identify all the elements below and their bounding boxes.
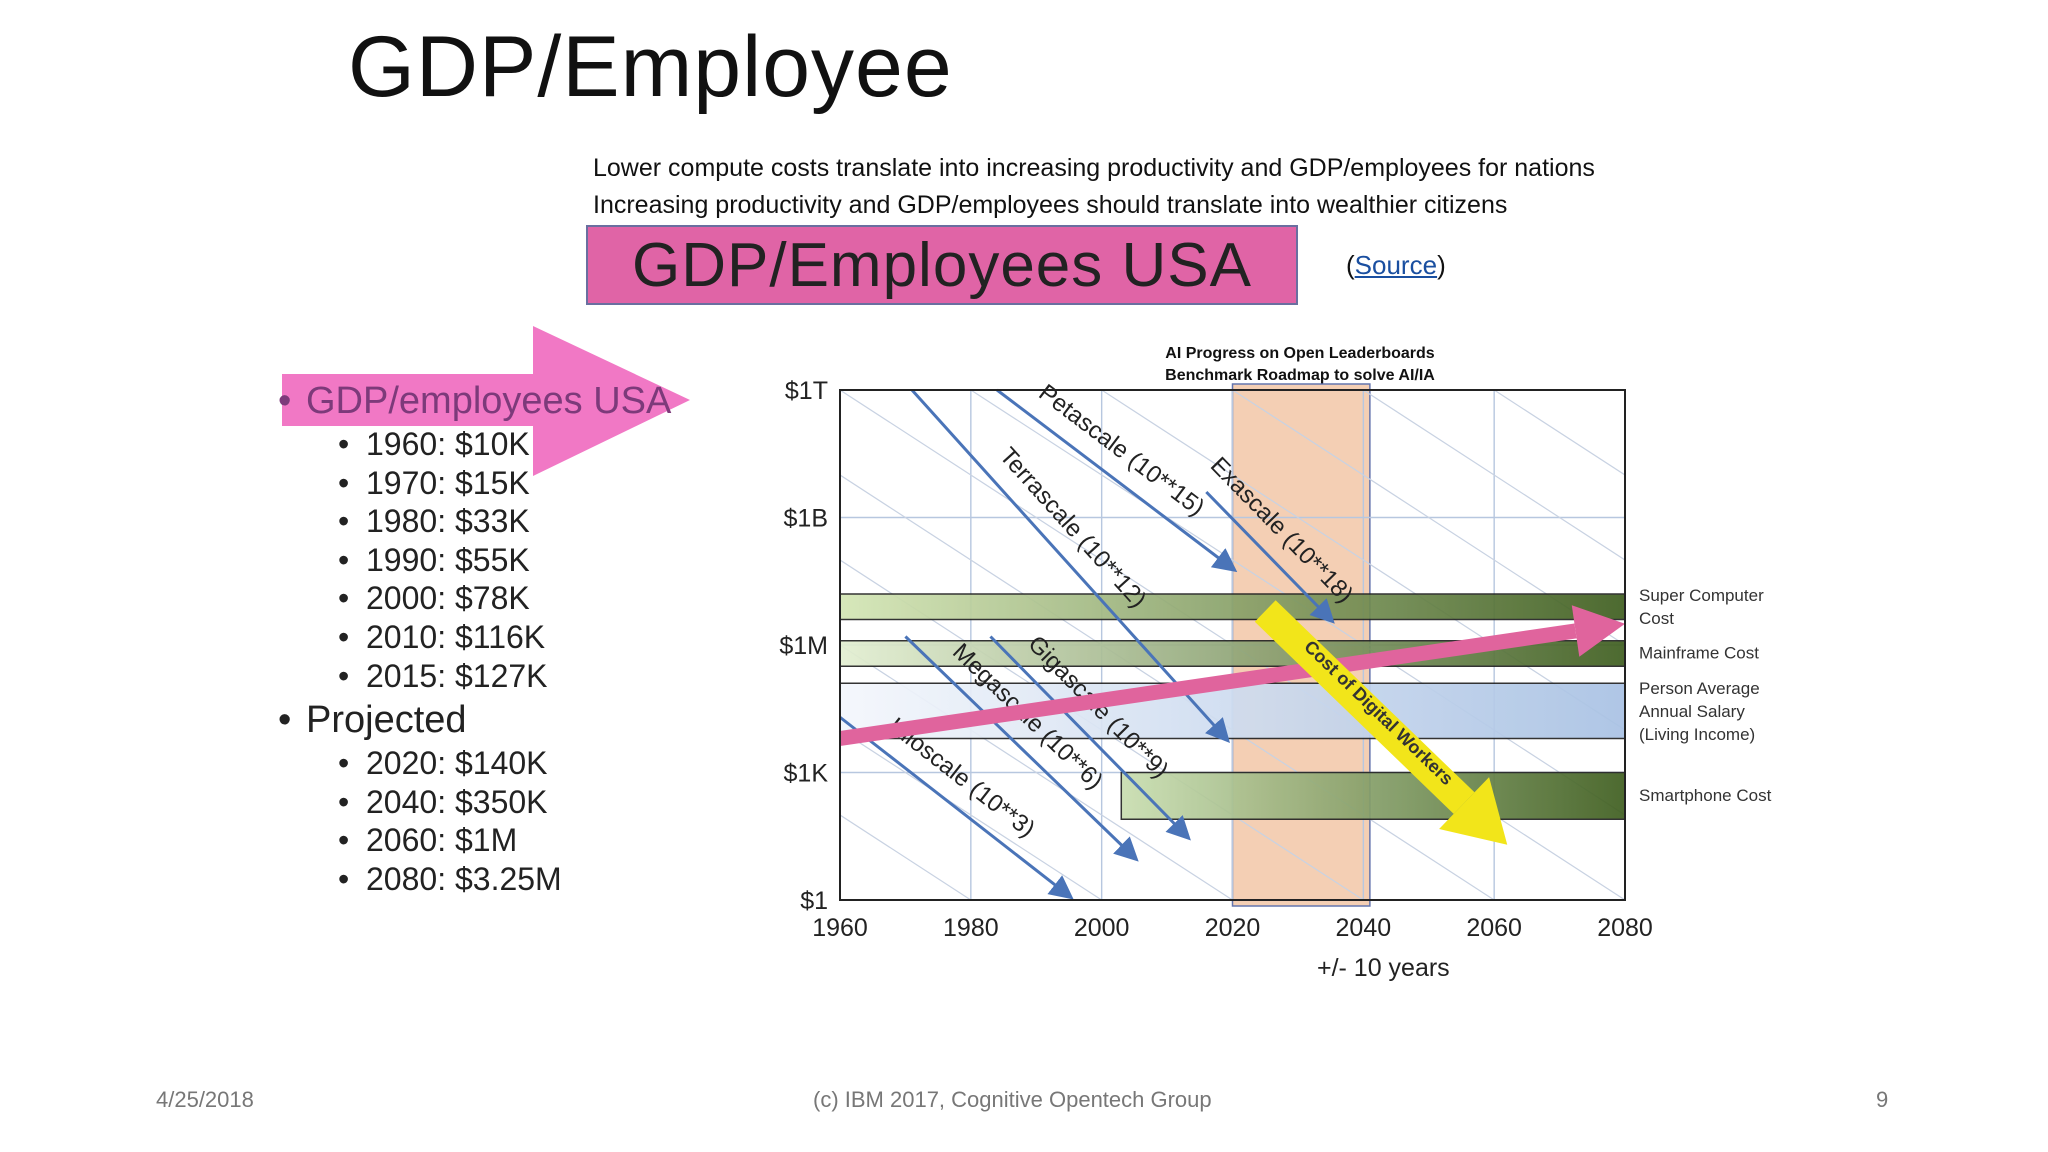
cost-band — [839, 682, 1626, 740]
diagonal-grid-line — [1232, 390, 1625, 646]
x-tick-label: 2080 — [1597, 914, 1653, 942]
y-tick-label: $1K — [784, 760, 829, 788]
scale-line — [996, 388, 1238, 573]
y-tick-label: $1 — [800, 887, 828, 915]
band-label: Super Computer — [1639, 586, 1764, 605]
gdp-year-item: 2015: $127K — [270, 657, 700, 696]
gdp-list: GDP/employees USA 1960: $10K1970: $15K19… — [270, 380, 700, 899]
gdp-year-item: 1980: $33K — [270, 502, 700, 541]
band-label: Annual Salary — [1639, 702, 1745, 721]
diagonal-grid-line — [1363, 390, 1625, 561]
chart-title-line: Benchmark Roadmap to solve AI/IA — [1165, 367, 1435, 384]
scale-line — [989, 635, 1191, 841]
x-tick-label: 2020 — [1205, 914, 1261, 942]
gdp-year-item: 2010: $116K — [270, 618, 700, 657]
projected-year-item: 2060: $1M — [270, 821, 700, 860]
projected-year-item: 2080: $3.25M — [270, 860, 700, 899]
diagonal-grid-line — [1756, 390, 1800, 900]
band-label: Mainframe Cost — [1639, 644, 1759, 663]
gdp-year-item: 1990: $55K — [270, 541, 700, 580]
y-tick-label: $1B — [784, 505, 828, 533]
projected-heading: Projected — [270, 699, 700, 742]
gdp-list-heading: GDP/employees USA — [270, 380, 700, 423]
x-tick-label: 2060 — [1466, 914, 1522, 942]
chart-title-line: AI Progress on Open Leaderboards — [1165, 345, 1435, 362]
scale-line — [839, 716, 1074, 900]
gdp-year-list: 1960: $10K1970: $15K1980: $33K1990: $55K… — [270, 425, 700, 695]
band-label: Person Average — [1639, 679, 1760, 698]
gdp-trend-arrowhead — [1571, 605, 1625, 657]
band-label: Smartphone Cost — [1639, 786, 1772, 805]
slide-title: GDP/Employee — [348, 19, 953, 115]
cost-band — [1120, 771, 1626, 820]
scale-line — [1205, 490, 1335, 624]
slide-number: 9 — [1876, 1087, 1889, 1112]
y-tick-label: $1T — [785, 377, 828, 405]
gdp-trend-arrow — [838, 623, 1577, 746]
diagonal-grid-line — [840, 644, 1233, 900]
gdp-year-item: 1960: $10K — [270, 425, 700, 464]
source-citation: (Source) — [1346, 250, 1446, 280]
x-tick-label: 1980 — [943, 914, 999, 942]
projected-year-item: 2040: $350K — [270, 783, 700, 822]
digital-workers-arrow — [1254, 600, 1475, 814]
ai-progress-chart: AI Progress on Open Leaderboards Benchmar… — [779, 345, 1800, 982]
x-tick-label: 2040 — [1336, 914, 1392, 942]
gdp-year-item: 2000: $78K — [270, 579, 700, 618]
scale-line — [910, 388, 1230, 743]
band-label: Cost — [1639, 609, 1674, 628]
source-link[interactable]: Source — [1354, 250, 1438, 280]
diagonal-grid-line — [840, 729, 1102, 900]
digital-workers-arrowhead — [1439, 777, 1508, 845]
projected-year-item: 2020: $140K — [270, 744, 700, 783]
subtitle-line-2: Increasing productivity and GDP/employee… — [593, 191, 1508, 219]
y-tick-label: $1M — [779, 632, 828, 660]
gdp-year-item: 1970: $15K — [270, 464, 700, 503]
footer-copyright: (c) IBM 2017, Cognitive Opentech Group — [813, 1087, 1212, 1112]
x-axis-label: +/- 10 years — [1317, 954, 1450, 982]
plot-frame — [839, 389, 1626, 901]
cost-band — [839, 593, 1626, 621]
band-label: (Living Income) — [1639, 725, 1755, 744]
projected-year-list: 2020: $140K2040: $350K2060: $1M2080: $3.… — [270, 744, 700, 898]
x-tick-label: 2000 — [1074, 914, 1130, 942]
x-tick-label: 1960 — [812, 914, 868, 942]
banner-title: GDP/Employees USA — [586, 225, 1298, 305]
scale-line — [904, 635, 1139, 862]
footer-date: 4/25/2018 — [156, 1087, 254, 1112]
subtitle-line-1: Lower compute costs translate into incre… — [593, 154, 1595, 182]
